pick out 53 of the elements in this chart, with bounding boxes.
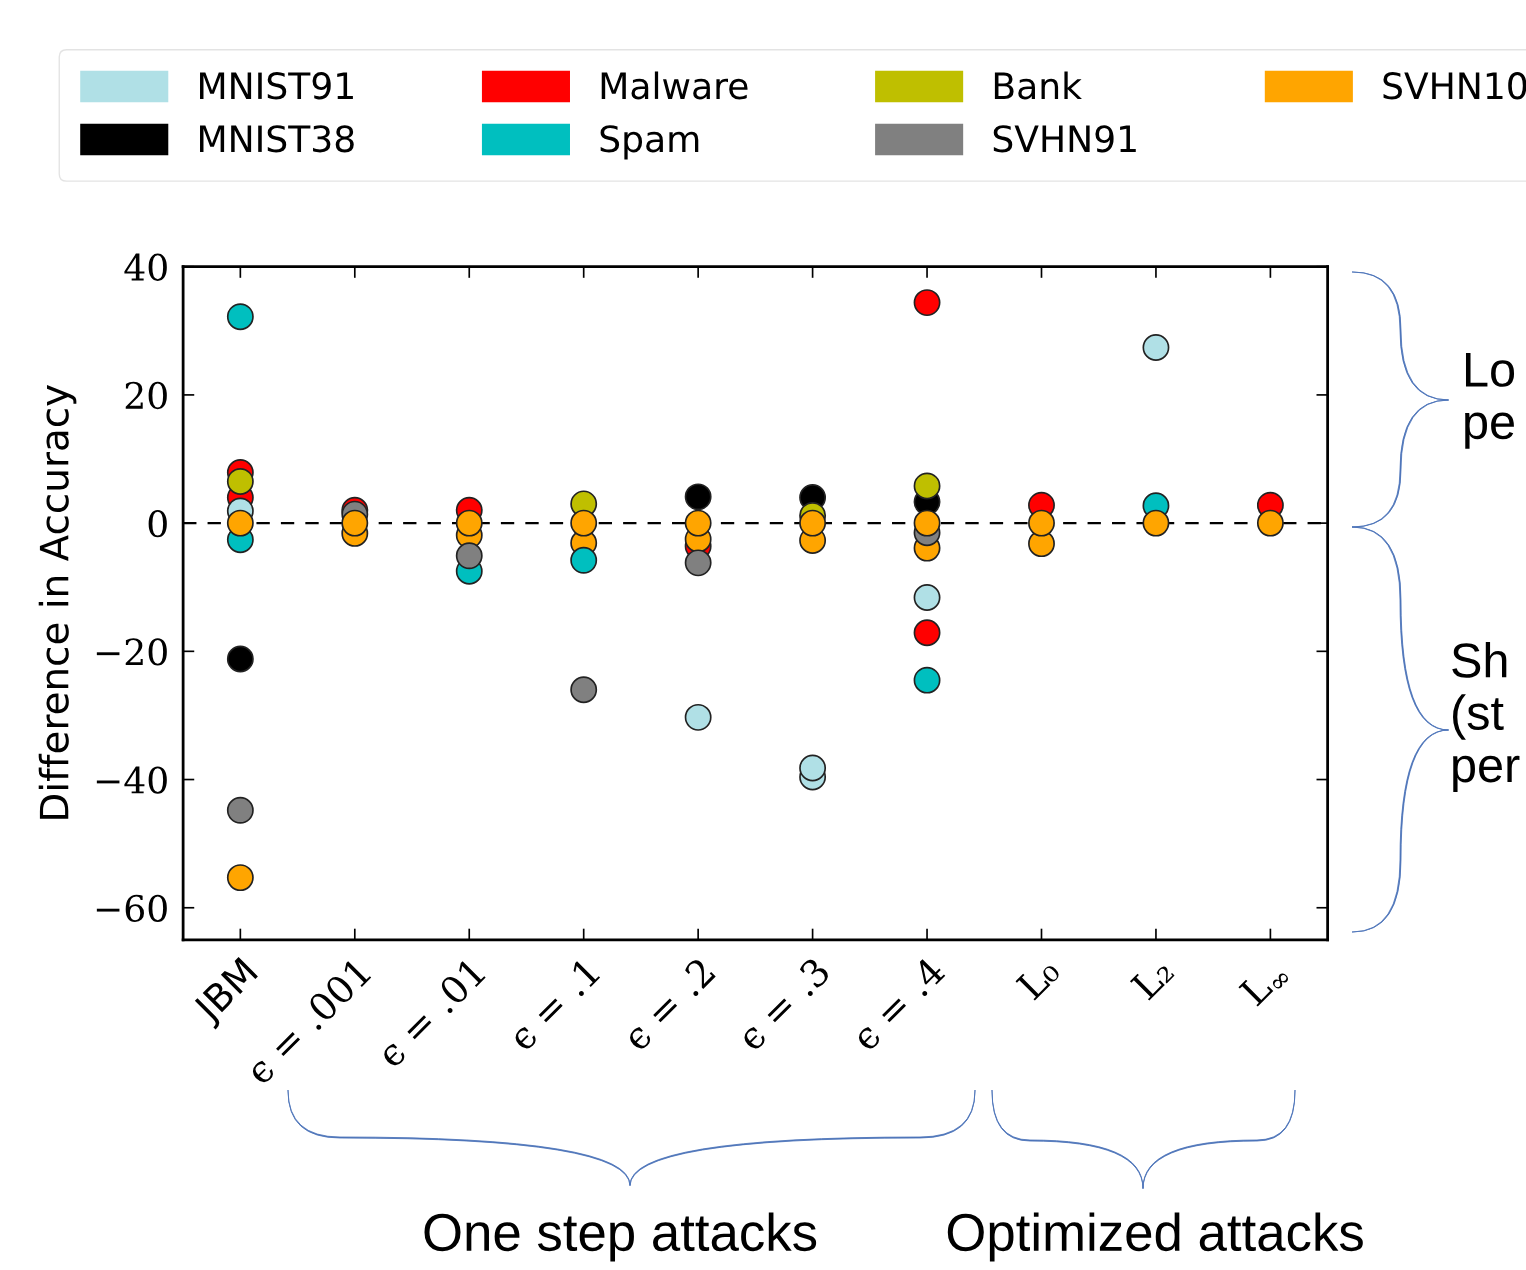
x-tick-label: ϵ = .01 <box>374 957 487 1069</box>
point <box>913 472 941 500</box>
point <box>341 509 369 537</box>
point <box>1142 509 1170 537</box>
x-tick-label: L₂ <box>1129 956 1175 1001</box>
point <box>226 864 254 892</box>
y-tick-label: 0 <box>148 510 167 538</box>
legend-label: Bank <box>994 71 1082 100</box>
y-tick-label: −20 <box>96 638 167 666</box>
point <box>799 509 827 537</box>
x-tick-label: ϵ = .4 <box>849 955 947 1053</box>
point <box>570 676 598 704</box>
legend-label: Malware <box>601 71 748 100</box>
point <box>226 645 254 673</box>
point <box>913 584 941 611</box>
x-tick-label: ϵ = .1 <box>506 957 601 1053</box>
point <box>226 509 254 537</box>
point <box>1028 509 1055 537</box>
text: Sh (st per <box>1452 641 1520 793</box>
text: Lo pe <box>1465 352 1515 449</box>
y-tick-label: 40 <box>124 253 167 281</box>
y-axis-title: Difference in Accuracy <box>38 385 77 819</box>
point <box>684 703 712 731</box>
legend-label: SVHN10 <box>1383 72 1526 100</box>
x-tick-label: L₀ <box>1015 955 1062 1001</box>
x-tick-label: L$_{∞}$ <box>1238 957 1290 1009</box>
point <box>226 468 254 495</box>
legend-label: Spam <box>600 125 699 160</box>
text: One step attacks <box>424 1212 817 1262</box>
legend-label: MNIST91 <box>200 72 353 100</box>
point <box>1142 334 1170 361</box>
point <box>799 754 827 782</box>
text: Optimized attacks <box>947 1212 1363 1262</box>
point <box>913 619 941 647</box>
point <box>226 303 254 331</box>
point <box>913 666 941 694</box>
point <box>913 509 941 537</box>
point <box>684 509 712 537</box>
point <box>570 509 598 537</box>
x-tick-label: ϵ = .3 <box>735 956 832 1053</box>
point <box>1256 509 1284 537</box>
point <box>684 483 712 511</box>
point <box>570 546 598 574</box>
point <box>226 796 254 824</box>
legend-label: SVHN91 <box>993 125 1136 153</box>
x-tick-label: ϵ = .2 <box>620 956 717 1053</box>
legend-label: MNIST38 <box>200 125 354 153</box>
y-tick-label: 20 <box>125 381 167 410</box>
y-tick-label: −40 <box>96 766 167 794</box>
point <box>455 542 483 570</box>
point <box>455 509 483 537</box>
point <box>913 289 941 317</box>
y-tick-label: −60 <box>96 894 167 922</box>
